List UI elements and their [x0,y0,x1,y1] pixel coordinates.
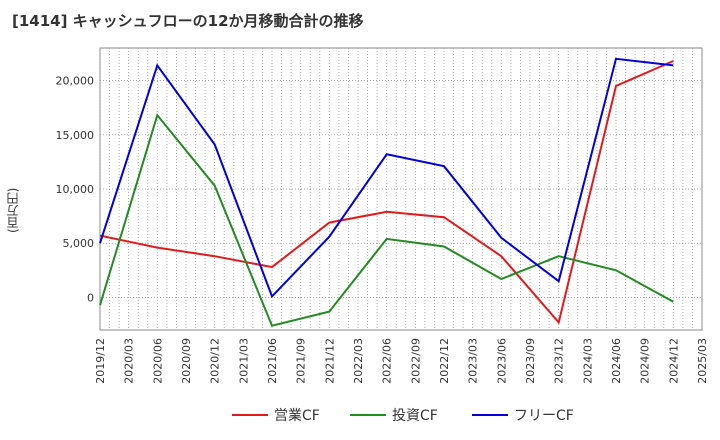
x-tick-label: 2024/09 [639,338,652,384]
x-tick-label: 2022/09 [409,338,422,384]
x-tick-label: 2021/12 [323,338,336,384]
series-lines [99,57,674,327]
series-line-投資CF [99,113,674,327]
y-tick-label: 10,000 [56,183,95,196]
y-tick-label: 5,000 [63,237,95,250]
x-tick-label: 2023/09 [524,338,537,384]
series-line-営業CF [99,60,674,325]
legend-label: 投資CF [392,408,438,424]
x-tick-label: 2022/12 [438,338,451,384]
x-tick-label: 2021/06 [266,338,279,384]
grid-lines [99,48,703,330]
x-tick-label: 2020/06 [151,338,164,384]
chart-title: [1414] キャッシュフローの12か月移動合計の推移 [12,12,364,30]
legend-label: 営業CF [274,408,320,424]
series-line-フリーCF [99,57,674,299]
y-tick-labels: 0 5,000 10,000 15,000 20,000 [56,75,95,305]
x-tick-label: 2024/12 [667,338,680,384]
x-tick-label: 2020/03 [123,338,136,384]
x-tick-label: 2022/06 [381,338,394,384]
x-tick-label: 2020/12 [209,338,222,384]
legend-label: フリーCF [514,408,574,424]
x-tick-label: 2023/12 [553,338,566,384]
x-tick-label: 2025/03 [696,338,709,384]
y-tick-label: 15,000 [56,129,95,142]
x-tick-label: 2021/03 [237,338,250,384]
legend: 営業CF 投資CF フリーCF [232,408,574,424]
y-tick-label: 20,000 [56,75,95,88]
x-tick-label: 2020/09 [180,338,193,384]
y-tick-label: 0 [87,291,94,304]
x-tick-label: 2024/06 [610,338,623,384]
x-tick-label: 2024/03 [581,338,594,384]
x-tick-label: 2021/09 [295,338,308,384]
x-tick-label: 2023/03 [467,338,480,384]
x-tick-label: 2022/03 [352,338,365,384]
x-tick-labels: 2019/12 2020/03 2020/06 2020/09 2020/12 2021/… [94,338,709,384]
x-tick-label: 2023/06 [495,338,508,384]
x-tick-label: 2019/12 [94,338,107,384]
